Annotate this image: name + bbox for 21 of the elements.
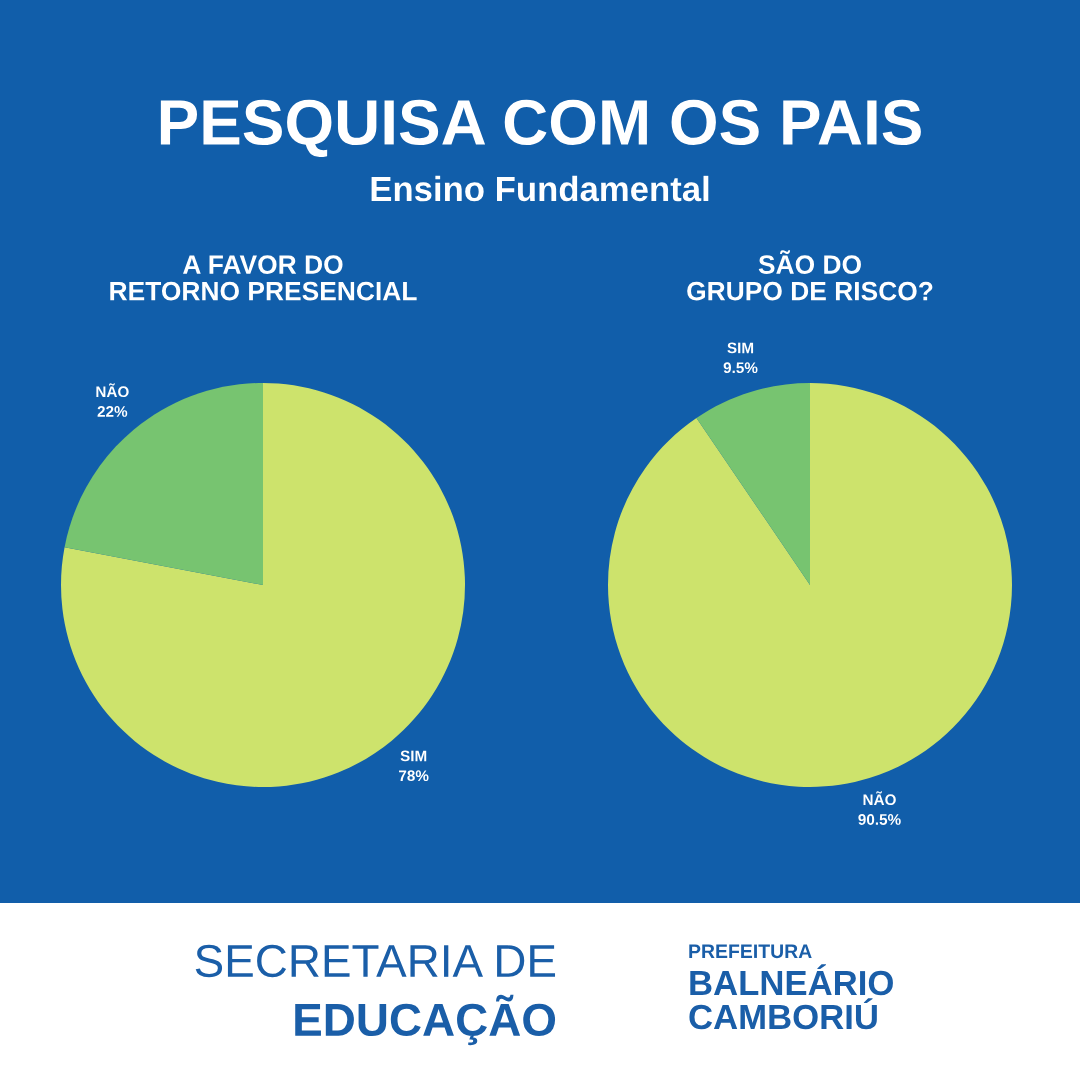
text: EDUCAÇÃO: [295, 994, 556, 1046]
data-label: 78%: [399, 770, 429, 782]
text: PESQUISA COM OS PAIS: [160, 99, 921, 158]
pie-slice: [608, 383, 1012, 787]
slice-label: SIM: [727, 342, 754, 354]
text: BALNEÁRIO: [690, 964, 893, 996]
slice-label: NÃO: [96, 383, 129, 398]
slice-label: NÃO: [863, 791, 896, 806]
chart-title: SÃO DO GRUPO DE RISCO?: [687, 250, 933, 301]
pie-slice: [61, 383, 465, 787]
data-label: 9.5%: [723, 362, 758, 374]
data-label: 22%: [97, 406, 128, 417]
text: Ensino Fundamental: [371, 175, 709, 202]
data-label: 90.5%: [858, 814, 901, 825]
text: SECRETARIA DE: [195, 944, 556, 978]
pie-slice: [696, 383, 810, 585]
slice-label: SIM: [400, 750, 427, 762]
text: CAMBORIÚ: [689, 998, 877, 1030]
chart-title: A FAVOR DO RETORNO PRESENCIAL: [110, 255, 417, 301]
text: PREFEITURA: [689, 944, 812, 959]
pie-slice: [64, 383, 263, 585]
